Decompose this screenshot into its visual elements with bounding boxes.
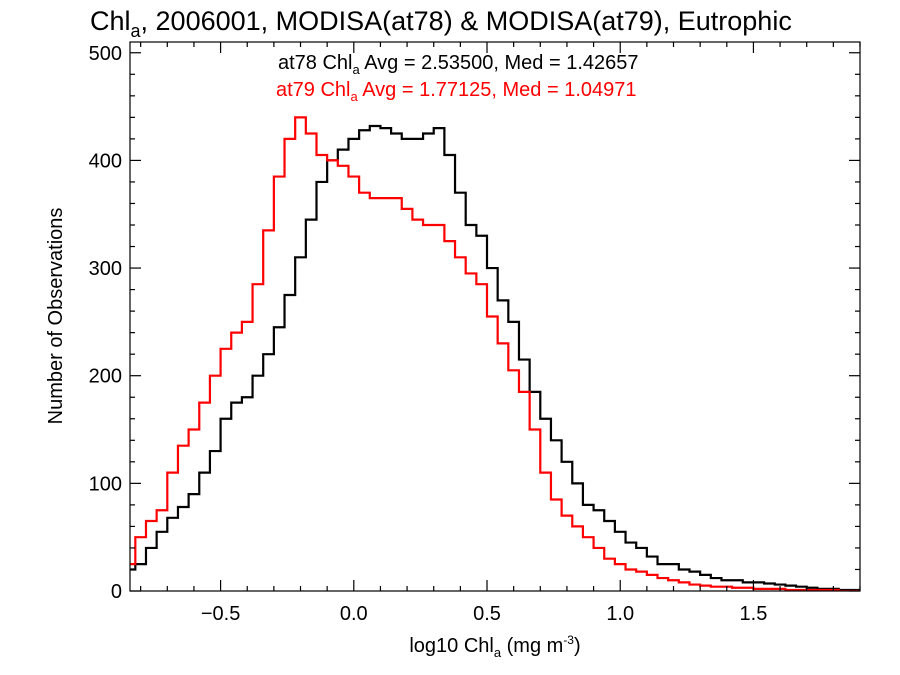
tick-layer: −0.5 0.0 0.5 1.0 1.5 0 100 200 300 400 500 <box>89 42 861 625</box>
x-tick-label: 0.0 <box>340 603 368 625</box>
x-tick-label: 1.0 <box>606 603 634 625</box>
series-at78-line <box>130 124 860 591</box>
chart-title: Chla, 2006001, MODISA(at78) & MODISA(at7… <box>90 6 792 41</box>
series-at79-line <box>130 116 860 591</box>
y-tick-label: 400 <box>89 150 122 172</box>
annotation-at78: at78 Chla Avg = 2.53500, Med = 1.42657 <box>278 52 638 77</box>
y-axis-label: Number of Observations <box>45 208 67 425</box>
x-tick-label: 1.5 <box>740 603 768 625</box>
annotation-at79: at79 Chla Avg = 1.77125, Med = 1.04971 <box>276 79 636 104</box>
y-tick-label: 100 <box>89 473 122 495</box>
y-tick-label: 200 <box>89 366 122 388</box>
plot-frame <box>129 41 861 592</box>
y-tick-label: 300 <box>89 258 122 280</box>
y-tick-label: 500 <box>89 43 122 65</box>
x-tick-label: −0.5 <box>201 603 240 625</box>
y-tick-label: 0 <box>111 581 122 603</box>
x-axis-label: log10 Chla (mg m-3) <box>409 633 580 660</box>
series-layer <box>130 116 860 591</box>
x-tick-label: 0.5 <box>473 603 501 625</box>
